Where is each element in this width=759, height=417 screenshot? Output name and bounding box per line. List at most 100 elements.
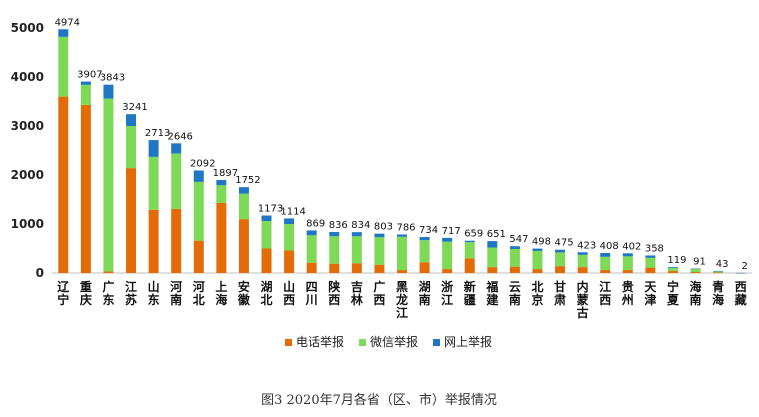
bar-segment [238,219,249,273]
bar-segment [645,267,656,273]
data-label: 1897 [213,168,238,179]
x-tick-char: 疆 [464,293,476,307]
x-tick-char: 西 [283,293,295,307]
x-tick-label: 安徽 [237,279,251,307]
legend-label: 电话举报 [296,334,344,349]
data-label: 2 [742,261,748,272]
data-label: 91 [693,257,706,268]
x-tick-label: 辽宁 [57,280,70,307]
bar-segment [351,263,362,273]
legend-swatch [285,339,292,346]
bar-segment [216,202,227,273]
x-tick-label: 贵州 [621,279,634,307]
x-tick-label: 新疆 [464,279,476,307]
bar-segment [374,233,385,238]
x-tick-label: 青海 [712,279,724,307]
data-label: 358 [645,243,664,254]
legend-swatch [433,339,440,346]
x-tick-char: 古 [577,305,589,320]
bar-segment [419,237,430,241]
x-tick-char: 京 [531,292,543,307]
x-tick-char: 广 [102,279,114,294]
y-tick-label: 5000 [11,21,44,35]
bar-segment [667,267,678,269]
bar-segment [555,266,566,273]
x-tick-label: 浙江 [441,279,453,307]
x-tick-label: 宁夏 [667,279,680,307]
x-tick-char: 新 [464,279,476,294]
x-tick-char: 贵 [622,279,634,294]
bar-segment [622,256,633,271]
x-tick-label: 湖北 [261,279,273,307]
bar-segment [509,266,520,273]
x-tick-char: 藏 [735,292,747,307]
bar-segment [193,240,204,273]
bar-segment [261,221,272,249]
x-axis-labels: 辽宁重庆广东江苏山东河南河北上海安徽湖北山西四川陕西吉林广西黑龙江湖南浙江新疆福… [57,279,746,320]
bar-segment [487,241,498,248]
x-tick-label: 陕西 [328,279,340,307]
bar-segment [713,270,724,272]
x-tick-char: 蒙 [577,292,589,307]
x-tick-label: 广东 [102,279,114,307]
bar-segment [464,242,475,259]
bar-segment [216,185,227,203]
x-tick-char: 辽 [57,280,70,294]
x-tick-label: 四川 [305,280,318,307]
x-tick-char: 湖 [261,279,273,294]
x-tick-char: 青 [712,279,724,294]
data-label: 659 [464,229,483,240]
x-tick-char: 西 [328,293,340,307]
bars [58,29,746,274]
x-tick-char: 肃 [554,292,566,307]
data-label: 3907 [77,70,102,81]
data-label: 1173 [258,204,283,215]
data-label: 734 [419,225,438,236]
x-tick-char: 庆 [79,292,92,307]
data-label: 2713 [145,128,170,139]
bar-segment [645,257,656,268]
x-tick-label: 河北 [192,279,205,307]
bar-segment [600,253,611,257]
x-tick-char: 陕 [328,279,340,294]
bar-segment [532,250,543,270]
data-label: 498 [532,237,551,248]
bar-segment [442,237,453,242]
x-tick-char: 甘 [554,279,566,294]
x-tick-char: 北 [193,292,205,307]
x-tick-label: 山东 [148,279,160,307]
bar-segment [600,256,611,271]
x-tick-char: 湖 [419,279,431,294]
x-tick-label: 黑龙江 [396,280,408,320]
data-label: 1114 [280,206,305,217]
x-tick-label: 广西 [373,279,385,307]
data-label: 2646 [167,131,192,142]
y-tick-label: 1000 [11,217,44,231]
x-tick-char: 宁 [667,279,679,294]
bar-segment [148,156,159,210]
bar-segment [487,247,498,268]
bar-segment [306,230,317,236]
bar-segment [532,269,543,273]
x-tick-char: 海 [690,279,702,294]
bar-segment [667,271,678,273]
data-label: 651 [487,229,506,240]
bar-segment [532,248,543,251]
bar-segment [216,180,227,186]
bar-segment [126,126,137,169]
bar-segment [171,143,182,154]
bar-segment [306,262,317,273]
x-tick-label: 西藏 [735,280,747,307]
x-tick-char: 四 [306,280,318,294]
x-tick-label: 上海 [215,279,227,307]
bar-segment [261,215,272,222]
x-tick-char: 北 [261,292,273,307]
bar-segment [171,153,182,209]
bar-segment [735,272,746,274]
x-tick-char: 苏 [125,292,137,307]
data-label: 475 [555,238,574,249]
data-label: 408 [600,241,619,252]
bar-segment [329,236,340,264]
bar-segment [509,246,520,249]
